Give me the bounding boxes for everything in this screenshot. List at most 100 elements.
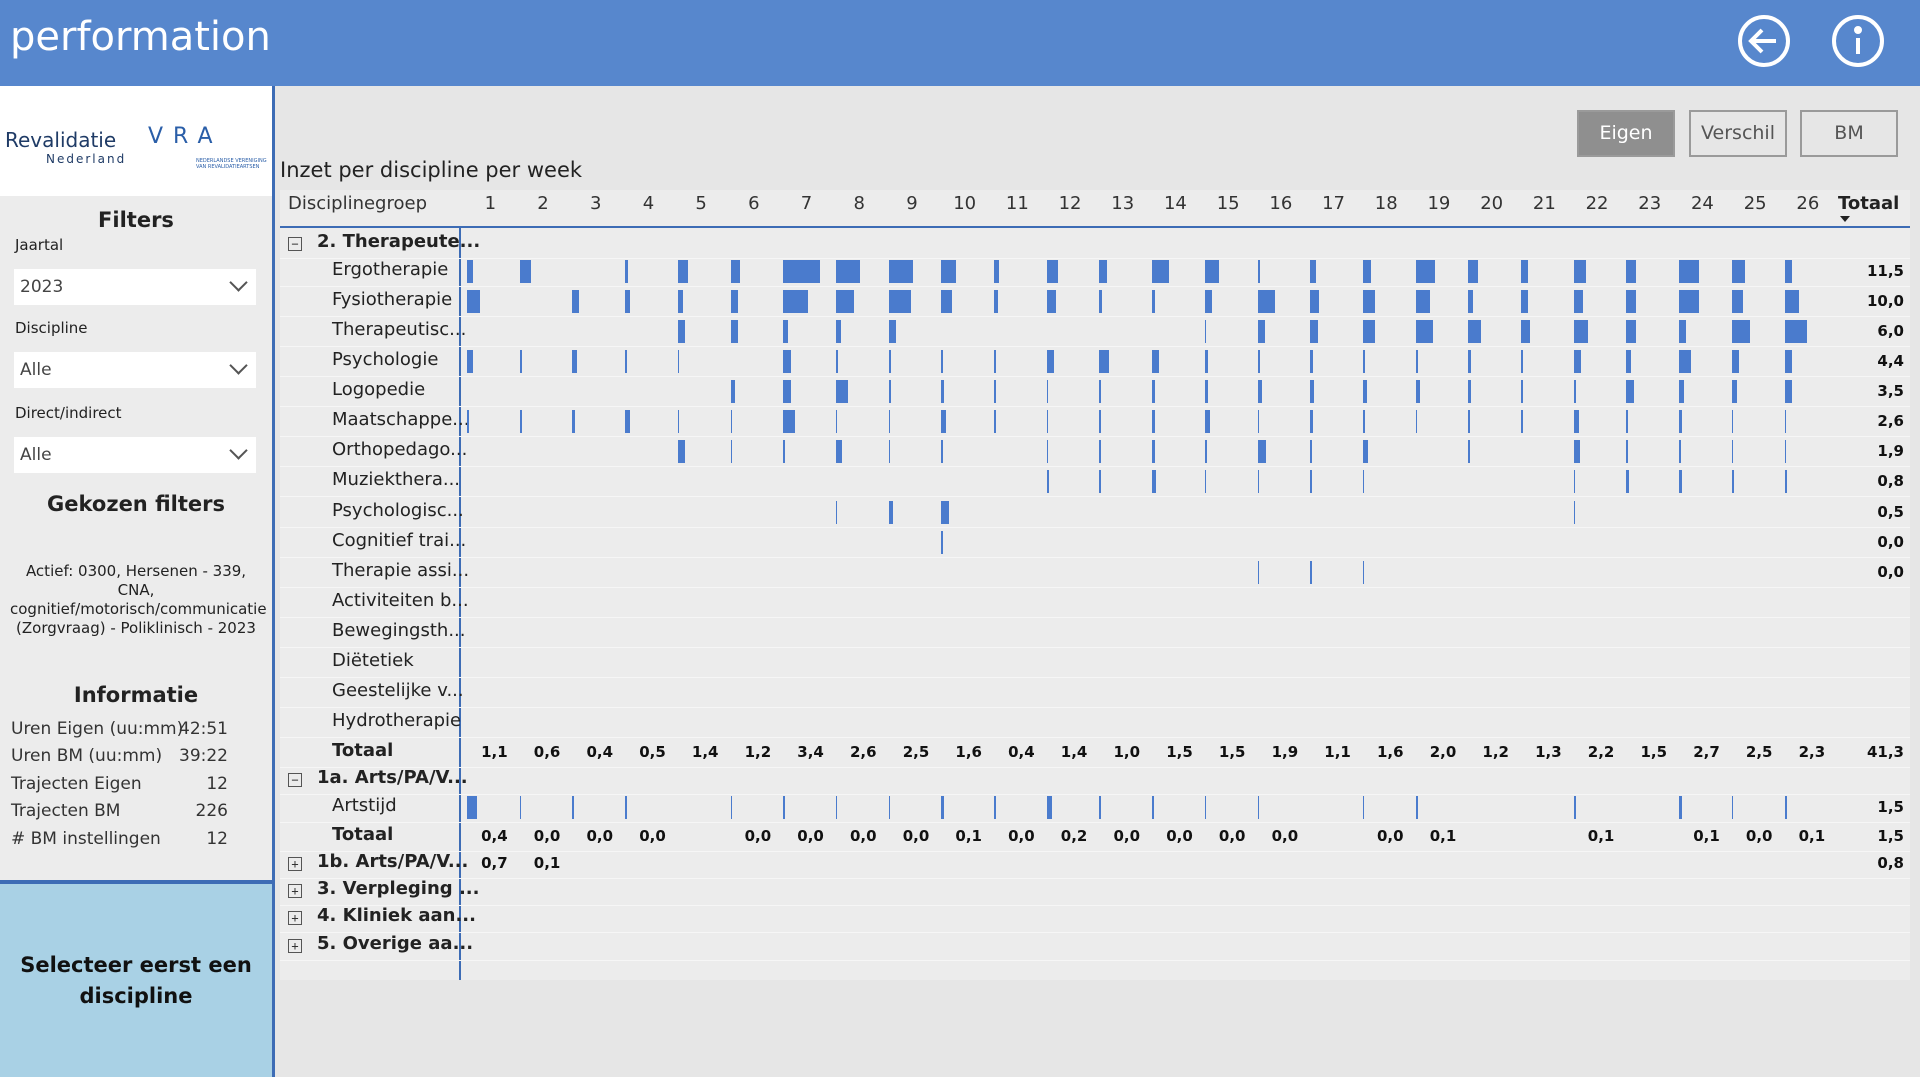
cell-value: 0,4 — [586, 743, 614, 761]
data-bar — [1415, 380, 1421, 403]
week-header: 2 — [537, 193, 549, 214]
data-bar — [1204, 350, 1209, 373]
week-header: 15 — [1216, 193, 1240, 214]
row-separator — [280, 496, 1910, 497]
data-bar — [1362, 290, 1376, 313]
data-bar — [1099, 290, 1102, 313]
data-bar — [1415, 410, 1418, 433]
expand-toggle[interactable]: + — [288, 857, 302, 871]
data-bar — [835, 260, 861, 283]
data-bar — [1626, 290, 1637, 313]
data-bar — [1046, 440, 1049, 463]
cell-value: 0,0 — [850, 827, 877, 845]
data-bar — [1152, 350, 1160, 373]
toggle-button[interactable]: Eigen — [1577, 110, 1675, 157]
data-bar — [835, 320, 841, 343]
cell-value: 2,0 — [1429, 743, 1457, 761]
expand-toggle[interactable]: + — [288, 939, 302, 953]
data-bar — [783, 440, 785, 463]
data-bar — [1626, 260, 1637, 283]
dropdown[interactable] — [14, 269, 256, 305]
cell-value: 2,7 — [1693, 743, 1720, 761]
data-bar — [888, 501, 894, 524]
cell-value: 0,0 — [1113, 827, 1141, 845]
info-value: 39:22 — [179, 746, 228, 767]
info-label: Uren Eigen (uu:mm) — [11, 719, 184, 739]
row-label: Orthopedago... — [332, 439, 468, 460]
data-bar — [625, 410, 630, 433]
row-separator — [280, 737, 1910, 738]
data-bar — [1362, 561, 1365, 584]
week-header: 26 — [1796, 193, 1820, 214]
dropdown[interactable] — [14, 437, 256, 473]
data-bar — [1784, 320, 1807, 343]
group-label: 1b. Arts/PA/V... — [317, 851, 469, 872]
data-bar — [1468, 260, 1479, 283]
section-title: Gekozen filters — [47, 492, 225, 516]
row-total: 6,0 — [1877, 322, 1904, 340]
week-header: 21 — [1532, 193, 1556, 214]
row-separator — [280, 767, 1910, 768]
data-bar — [1679, 380, 1684, 403]
info-button[interactable] — [1832, 15, 1884, 67]
data-bar — [1204, 320, 1207, 343]
row-total: 0,5 — [1877, 503, 1904, 521]
data-bar — [1573, 796, 1577, 819]
expand-toggle[interactable]: + — [288, 911, 302, 925]
expand-toggle[interactable]: − — [288, 773, 302, 787]
data-bar — [1099, 796, 1101, 819]
data-bar — [1099, 440, 1101, 463]
data-bar — [467, 290, 481, 313]
notice-border — [0, 880, 272, 884]
data-bar — [1731, 410, 1734, 433]
data-bar — [1468, 380, 1471, 403]
data-bar — [941, 796, 944, 819]
data-bar — [888, 290, 911, 313]
cell-value: 0,0 — [902, 827, 930, 845]
data-bar — [1204, 410, 1210, 433]
cell-value: 0,1 — [955, 827, 982, 845]
row-label: Totaal — [332, 740, 394, 761]
data-bar — [730, 320, 738, 343]
data-bar — [1257, 440, 1267, 463]
data-bar — [1204, 796, 1207, 819]
data-bar — [1257, 380, 1263, 403]
data-bar — [1679, 410, 1682, 433]
data-bar — [730, 290, 738, 313]
week-header: 5 — [695, 193, 707, 214]
week-header: 11 — [1005, 193, 1029, 214]
data-bar — [677, 440, 686, 463]
data-bar — [1573, 470, 1576, 493]
dropdown[interactable] — [14, 352, 256, 388]
data-bar — [888, 440, 891, 463]
data-bar — [1784, 350, 1792, 373]
week-header: 10 — [953, 193, 977, 214]
cell-value: 1,2 — [744, 743, 772, 761]
expand-toggle[interactable]: + — [288, 884, 302, 898]
cell-value: 0,1 — [533, 854, 561, 872]
toggle-button[interactable]: BM — [1800, 110, 1898, 157]
matrix — [280, 190, 1910, 980]
data-bar — [994, 796, 996, 819]
expand-toggle[interactable]: − — [288, 237, 302, 251]
cell-value: 0,0 — [586, 827, 614, 845]
info-value: 12 — [206, 773, 228, 794]
data-bar — [835, 796, 838, 819]
toggle-button[interactable]: Verschil — [1689, 110, 1787, 157]
data-bar — [1362, 796, 1365, 819]
cell-value: 0,6 — [533, 743, 561, 761]
row-separator — [280, 406, 1910, 407]
week-header: 14 — [1163, 193, 1187, 214]
week-header: 16 — [1269, 193, 1293, 214]
data-bar — [1679, 470, 1682, 493]
row-separator — [280, 707, 1910, 708]
cell-value: 0,0 — [1008, 827, 1035, 845]
cell-value: 0,0 — [1271, 827, 1299, 845]
data-bar — [1573, 290, 1584, 313]
cell-value: 1,1 — [1324, 743, 1351, 761]
data-bar — [1521, 320, 1530, 343]
data-bar — [1626, 380, 1634, 403]
back-button[interactable] — [1738, 15, 1790, 67]
cell-value: 0,1 — [1693, 827, 1720, 845]
data-bar — [1626, 410, 1628, 433]
